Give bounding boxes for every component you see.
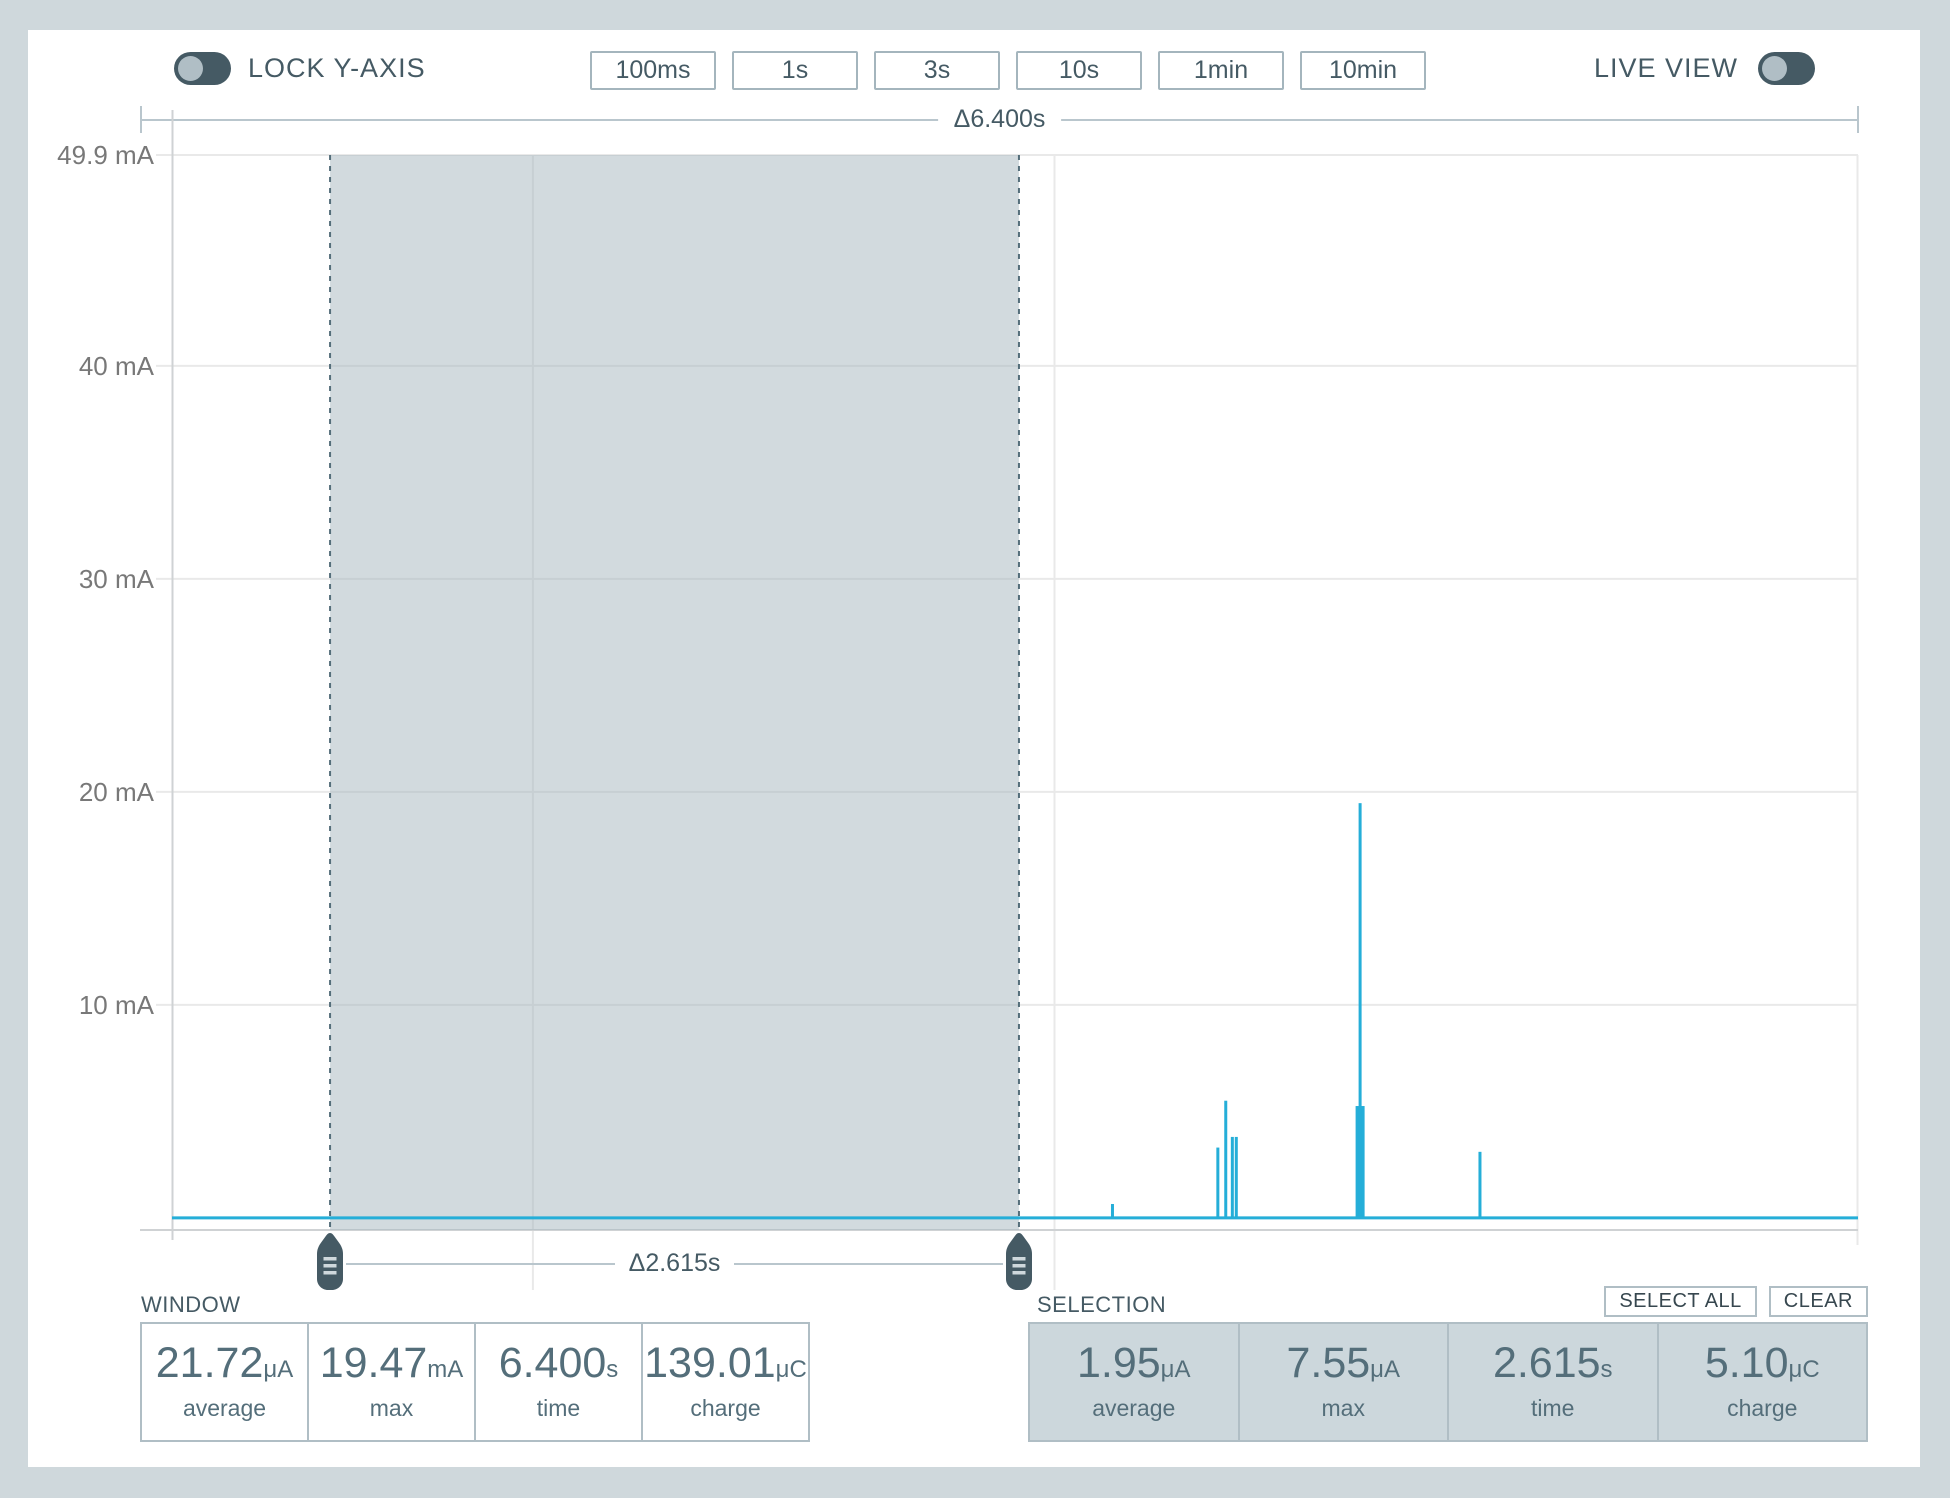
ruler-line <box>346 1262 615 1265</box>
y-tick-label: 49.9 mA <box>57 140 154 170</box>
current-chart[interactable] <box>140 110 1859 1290</box>
selection-region[interactable] <box>330 155 1019 1230</box>
zoom-preset-3s[interactable]: 3s <box>874 51 1000 90</box>
stat-label: time <box>1531 1395 1575 1421</box>
stat-charge: 5.10μC charge <box>1656 1324 1867 1440</box>
y-tick-label: 30 mA <box>78 563 154 594</box>
current-spike <box>1230 1136 1234 1218</box>
live-view-toggle[interactable] <box>1758 52 1815 85</box>
select-all-button[interactable]: SELECT ALL <box>1604 1286 1757 1317</box>
zoom-preset-10s[interactable]: 10s <box>1016 51 1142 90</box>
stat-value: 2.615s <box>1492 1339 1613 1387</box>
toggle-knob <box>178 56 203 81</box>
main-card: LOCK Y-AXIS 100ms 1s 3s 10s 1min 10min LIVE V… <box>28 30 1920 1467</box>
stat-value: 139.01μC <box>644 1339 807 1387</box>
window-panel-title: WINDOW <box>141 1292 241 1317</box>
stat-value: 1.95μA <box>1076 1339 1191 1387</box>
window-delta-label: Δ6.400s <box>937 106 1062 133</box>
stat-time: 2.615s time <box>1447 1324 1657 1440</box>
selection-actions: SELECT ALL CLEAR <box>1028 1286 1868 1317</box>
zoom-preset-100ms[interactable]: 100ms <box>590 51 716 90</box>
zoom-presets: 100ms 1s 3s 10s 1min 10min <box>590 51 1426 90</box>
y-tick-label: 20 mA <box>78 776 154 807</box>
stat-value: 5.10μC <box>1704 1339 1820 1387</box>
stat-label: max <box>369 1395 414 1421</box>
stat-average: 1.95μA average <box>1030 1324 1238 1440</box>
current-spike <box>1216 1147 1220 1218</box>
selection-delta-label: Δ2.615s <box>628 1249 721 1277</box>
selection-handle-right[interactable] <box>1005 1232 1032 1290</box>
lock-y-axis-label: LOCK Y-AXIS <box>248 53 426 83</box>
current-spike <box>1224 1100 1228 1218</box>
zoom-preset-10min[interactable]: 10min <box>1300 51 1426 90</box>
stat-max: 7.55μA max <box>1237 1324 1448 1440</box>
stat-average: 21.72μA average <box>142 1324 307 1440</box>
current-spike <box>1478 1151 1482 1218</box>
selection-delta-ruler: Δ2.615s <box>346 1250 1003 1277</box>
stat-label: max <box>1321 1395 1365 1421</box>
stat-value: 6.400s <box>498 1339 619 1387</box>
drag-handle-icon <box>1005 1233 1032 1290</box>
ruler-line <box>734 1262 1003 1265</box>
y-tick-label: 10 mA <box>78 989 154 1020</box>
selection-handle-left[interactable] <box>317 1232 344 1290</box>
stat-label: charge <box>1727 1395 1798 1421</box>
current-spike <box>1358 803 1362 1218</box>
selection-panel-title: SELECTION <box>1037 1292 1167 1317</box>
zoom-preset-1min[interactable]: 1min <box>1158 51 1284 90</box>
stat-label: charge <box>690 1395 761 1421</box>
selection-stats-panel: 1.95μA average 7.55μA max 2.615s time 5.10μC ch… <box>1028 1322 1868 1442</box>
clear-button[interactable]: CLEAR <box>1768 1286 1868 1317</box>
window-delta-ruler: Δ6.400s <box>140 106 1859 133</box>
stat-charge: 139.01μC charge <box>641 1324 808 1440</box>
current-spike <box>1234 1136 1238 1218</box>
stat-value: 19.47mA <box>319 1339 464 1387</box>
stat-label: average <box>182 1395 267 1421</box>
chart-plot-area[interactable] <box>140 110 1859 1290</box>
zoom-preset-1s[interactable]: 1s <box>732 51 858 90</box>
window-stats-panel: 21.72μA average 19.47mA max 6.400s time 139.01… <box>140 1322 810 1442</box>
stat-time: 6.400s time <box>474 1324 641 1440</box>
stat-value: 21.72μA <box>155 1339 294 1387</box>
y-tick-label: 40 mA <box>78 350 154 381</box>
stat-label: time <box>536 1395 581 1421</box>
current-spike <box>1110 1204 1114 1218</box>
stat-value: 7.55μA <box>1286 1339 1401 1387</box>
drag-handle-icon <box>317 1233 344 1290</box>
live-view-label: LIVE VIEW <box>1593 53 1738 83</box>
lock-y-axis-toggle[interactable] <box>174 52 231 85</box>
stat-max: 19.47mA max <box>307 1324 474 1440</box>
toggle-knob <box>1762 56 1787 81</box>
stat-label: average <box>1092 1395 1176 1421</box>
